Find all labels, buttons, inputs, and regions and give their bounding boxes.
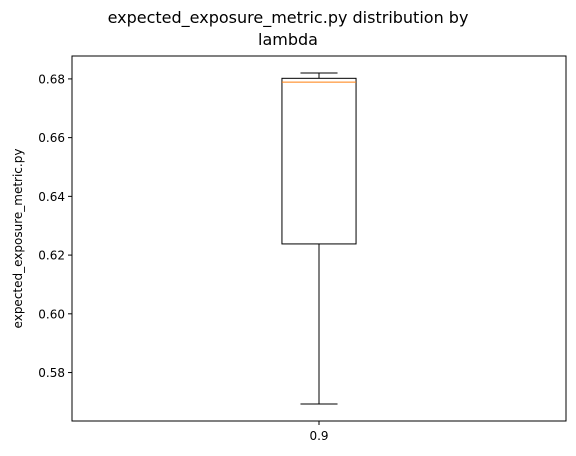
y-tick-label: 0.64 bbox=[38, 190, 65, 204]
chart-title-line-1: expected_exposure_metric.py distribution… bbox=[107, 8, 469, 27]
x-tick-label: 0.9 bbox=[309, 429, 328, 443]
y-tick-label: 0.68 bbox=[38, 72, 65, 86]
y-tick-label: 0.60 bbox=[38, 307, 65, 321]
y-tick-label: 0.58 bbox=[38, 366, 65, 380]
y-tick-label: 0.62 bbox=[38, 249, 65, 263]
box bbox=[281, 77, 357, 245]
y-axis-label: expected_exposure_metric.py bbox=[11, 149, 25, 329]
y-tick-label: 0.66 bbox=[38, 131, 65, 145]
chart-title-line-2: lambda bbox=[258, 30, 318, 49]
